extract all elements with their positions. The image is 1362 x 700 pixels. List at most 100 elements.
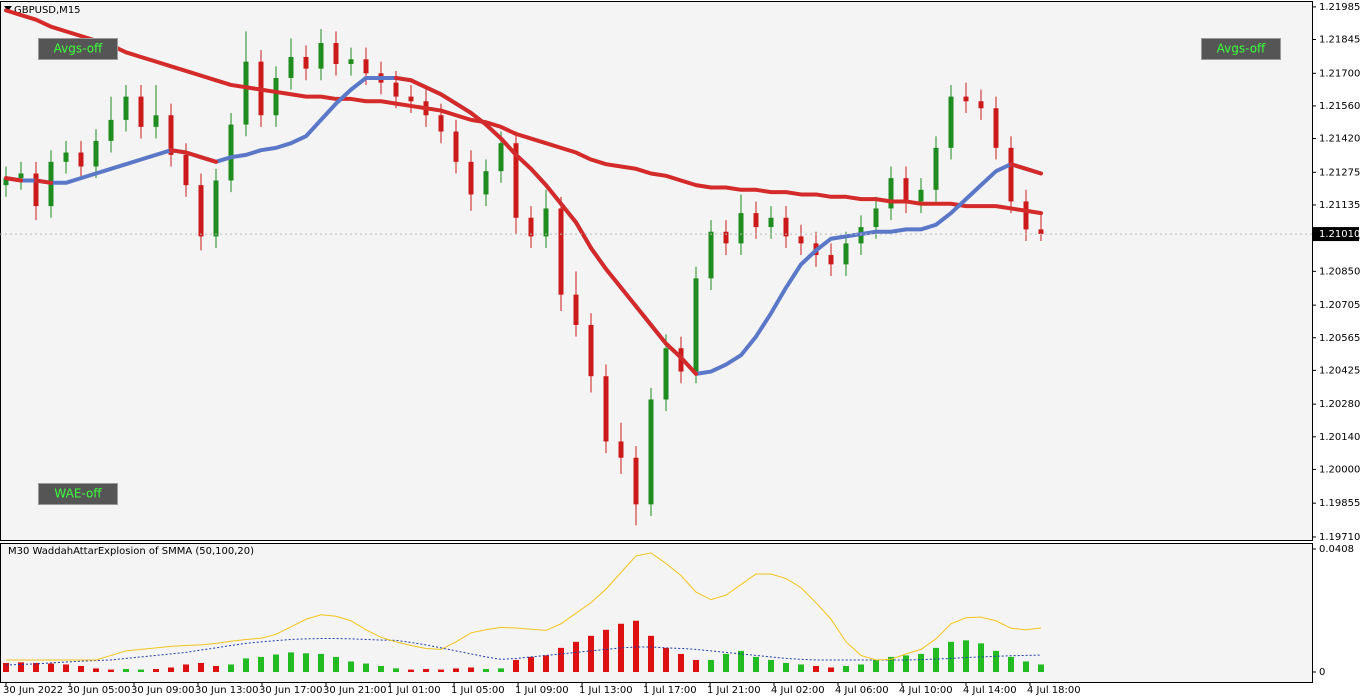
histogram-bar — [528, 656, 534, 672]
histogram-bar — [348, 661, 354, 672]
y-tick-label: 1.20565 — [1319, 333, 1360, 344]
candle-body — [33, 173, 39, 207]
candle-body — [648, 399, 654, 505]
candle-body — [318, 43, 324, 69]
histogram-bar — [798, 664, 804, 672]
candle-body — [993, 108, 999, 148]
main-panel — [0, 1, 1313, 541]
candle-body — [408, 96, 414, 102]
candle-body — [528, 217, 534, 237]
candle-body — [978, 101, 984, 109]
candle-body — [828, 255, 834, 265]
x-tick-label: 1 Jul 01:00 — [387, 685, 441, 696]
candle-body — [543, 208, 549, 237]
histogram-bar — [918, 653, 924, 672]
candle-body — [18, 173, 24, 179]
histogram-bar — [273, 654, 279, 672]
candle-body — [438, 115, 444, 132]
histogram-bar — [588, 635, 594, 672]
histogram-bar — [738, 650, 744, 672]
ma-fast-down-segment — [559, 201, 578, 225]
candle-body — [963, 96, 969, 102]
histogram-bar — [123, 668, 129, 672]
histogram-bar — [633, 620, 639, 672]
x-tick-label: 30 Jun 09:00 — [131, 685, 195, 696]
histogram-bar — [393, 668, 399, 672]
candle-body — [288, 56, 294, 78]
histogram-bar — [813, 665, 819, 672]
candle-body — [228, 124, 234, 181]
candle-body — [1008, 147, 1014, 202]
histogram-bar — [423, 668, 429, 672]
ma-fast-down-segment — [34, 178, 53, 185]
candle-body — [183, 154, 189, 186]
ma-fast-down-segment — [664, 341, 683, 360]
toggle-button[interactable] — [38, 38, 118, 60]
candle-body — [783, 217, 789, 237]
histogram-bar — [33, 662, 39, 672]
candle-body — [123, 96, 129, 120]
y-tick-label: 1.20140 — [1319, 432, 1360, 443]
toggle-button-label[interactable]: Avgs-off — [54, 42, 103, 56]
ma-fast-down-segment — [184, 150, 203, 160]
candle-body — [918, 189, 924, 202]
toggle-button[interactable] — [1201, 38, 1281, 60]
histogram-bar — [153, 668, 159, 672]
candle-body — [798, 236, 804, 244]
ma-fast-down-segment — [619, 285, 638, 309]
histogram-bar — [48, 663, 54, 672]
x-tick-label: 30 Jun 2022 — [3, 685, 63, 696]
candle-body — [888, 178, 894, 209]
candle-body — [738, 213, 744, 244]
candle-body — [78, 152, 84, 167]
ma-fast-down-segment — [409, 78, 428, 90]
y-tick-label: 1.21420 — [1319, 134, 1360, 145]
ma-fast-down-segment — [199, 155, 218, 164]
histogram-bar — [183, 664, 189, 672]
histogram-bar — [138, 669, 144, 672]
y-tick-label: 0.0408 — [1319, 544, 1354, 555]
ma-fast-down-segment — [454, 101, 473, 115]
ma-fast-down-segment — [529, 166, 548, 188]
candle-body — [663, 348, 669, 400]
x-tick-label: 1 Jul 05:00 — [451, 685, 505, 696]
toggle-button-label[interactable]: WAE-off — [54, 487, 102, 501]
candle-body — [753, 213, 759, 228]
x-tick-label: 30 Jun 21:00 — [323, 685, 387, 696]
toggle-button-label[interactable]: Avgs-off — [1217, 42, 1266, 56]
x-tick-label: 4 Jul 10:00 — [899, 685, 953, 696]
x-tick-label: 30 Jun 13:00 — [195, 685, 259, 696]
histogram-bar — [483, 668, 489, 672]
histogram-bar — [168, 667, 174, 672]
candle-body — [3, 178, 9, 186]
candle-body — [618, 441, 624, 458]
candle-body — [468, 161, 474, 195]
candle-body — [843, 243, 849, 265]
histogram-bar — [573, 641, 579, 672]
candle-body — [243, 61, 249, 125]
y-tick-label: 0 — [1319, 667, 1325, 678]
indicator-panel — [0, 543, 1313, 683]
x-tick-label: 1 Jul 17:00 — [643, 685, 697, 696]
histogram-bar — [963, 640, 969, 672]
histogram-bar — [723, 653, 729, 672]
candle-body — [768, 217, 774, 228]
histogram-bar — [93, 668, 99, 672]
histogram-bar — [303, 653, 309, 672]
ma-fast-down-segment — [1009, 162, 1028, 171]
y-tick-label: 1.20850 — [1319, 266, 1360, 277]
candle-body — [708, 231, 714, 279]
explosion-line — [6, 552, 1042, 661]
candle-body — [558, 208, 564, 295]
histogram-bar — [408, 669, 414, 672]
dead-zone-line — [5, 638, 1042, 666]
ma-fast-down-segment — [469, 110, 488, 127]
histogram-bar — [78, 665, 84, 672]
ma-fast-down-segment — [589, 246, 608, 272]
toggle-button[interactable] — [38, 483, 118, 505]
x-tick-label: 4 Jul 06:00 — [835, 685, 889, 696]
histogram-bar — [453, 668, 459, 672]
candle-body — [138, 96, 144, 127]
y-tick-label: 1.20000 — [1319, 464, 1360, 475]
histogram-bar — [603, 629, 609, 672]
